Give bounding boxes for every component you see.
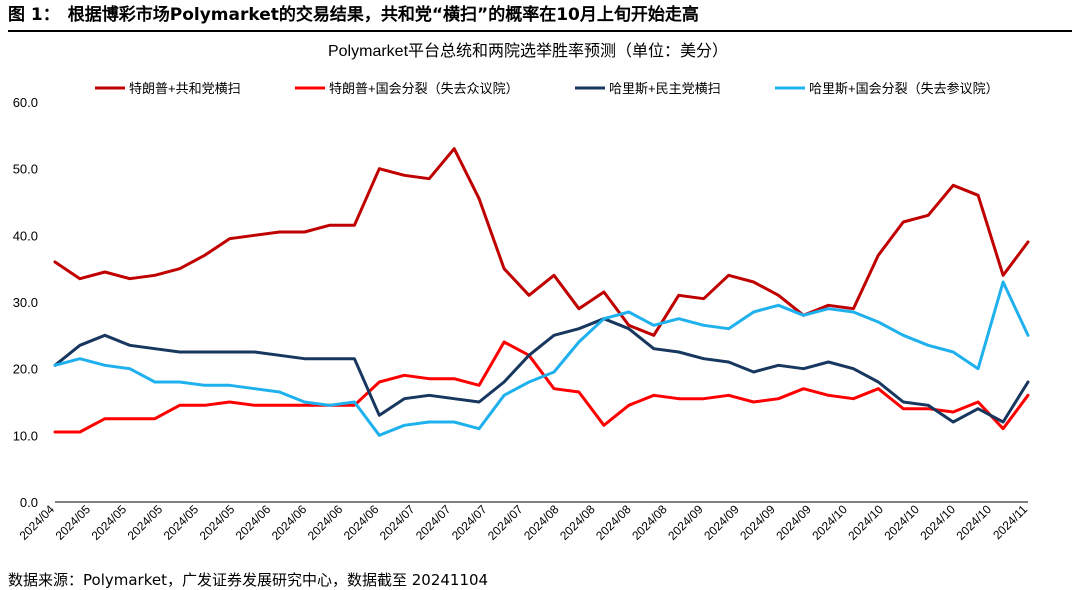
source-text: Polymarket，广发证券发展研究中心，数据截至 20241104 [83,571,489,589]
x-tick-label: 2024/07 [413,502,454,543]
x-tick-label: 2024/08 [521,502,562,543]
x-tick-label: 2024/10 [917,502,958,543]
line-chart: Polymarket平台总统和两院选举胜率预测（单位：美分） 特朗普+共和党横扫… [13,42,1031,543]
legend-label-3: 哈里斯+民主党横扫 [609,81,721,96]
legend-label-4: 哈里斯+国会分裂（失去参议院） [809,81,999,96]
x-tick-label: 2024/07 [377,502,418,543]
y-tick-label: 10.0 [13,428,38,443]
y-tick-label: 60.0 [13,95,38,110]
x-tick-label: 2024/07 [449,502,490,543]
x-tick-label: 2024/09 [701,502,742,543]
y-tick-label: 0.0 [20,495,38,510]
x-tick-label: 2024/09 [773,502,814,543]
series-layer [53,147,1030,437]
chart-title: Polymarket平台总统和两院选举胜率预测（单位：美分） [328,42,728,60]
x-tick-label: 2024/06 [341,502,382,543]
legend-label-1: 特朗普+共和党横扫 [129,81,241,96]
x-tick-label: 2024/10 [881,502,922,543]
y-tick-label: 50.0 [13,162,38,177]
x-tick-label: 2024/08 [593,502,634,543]
x-tick-label: 2024/07 [485,502,526,543]
figure-caption: 根据博彩市场Polymarket的交易结果，共和党“横扫”的概率在10月上旬开始… [67,5,699,25]
chart-legend: 特朗普+共和党横扫 特朗普+国会分裂（失去众议院） 哈里斯+民主党横扫 哈里斯+国会分… [95,81,999,96]
y-tick-label: 30.0 [13,295,38,310]
source-note: 数据来源：Polymarket，广发证券发展研究中心，数据截至 20241104 [8,569,488,590]
x-tick-label: 2024/06 [269,502,310,543]
source-prefix: 数据来源： [8,571,84,589]
x-tick-label: 2024/05 [125,502,166,543]
series-line-2 [53,340,1030,434]
x-tick-label: 2024/05 [89,502,130,543]
y-tick-label: 20.0 [13,362,38,377]
series-line-3 [53,317,1030,424]
series-line-1 [53,147,1030,337]
x-tick-label: 2024/08 [629,502,670,543]
x-tick-label: 2024/08 [557,502,598,543]
x-tick-label: 2024/10 [809,502,850,543]
y-axis: 0.0 10.0 20.0 30.0 40.0 50.0 60.0 [13,95,38,510]
legend-label-2: 特朗普+国会分裂（失去众议院） [329,81,519,96]
x-tick-label: 2024/06 [305,502,346,543]
x-tick-label: 2024/05 [161,502,202,543]
x-tick-label: 2024/05 [197,502,238,543]
x-tick-label: 2024/09 [737,502,778,543]
figure-label: 图 1： [8,5,60,25]
series-line-4 [53,280,1030,437]
x-axis: 2024/042024/052024/052024/052024/052024/… [17,501,1030,543]
x-tick-label: 2024/06 [233,502,274,543]
x-tick-label: 2024/05 [53,502,94,543]
x-tick-label: 2024/09 [665,502,706,543]
y-tick-label: 40.0 [13,228,38,243]
figure-header: 图 1： 根据博彩市场Polymarket的交易结果，共和党“横扫”的概率在10月… [8,2,1072,32]
x-tick-label: 2024/10 [954,502,995,543]
x-tick-label: 2024/11 [990,502,1030,542]
x-tick-label: 2024/10 [845,502,886,543]
